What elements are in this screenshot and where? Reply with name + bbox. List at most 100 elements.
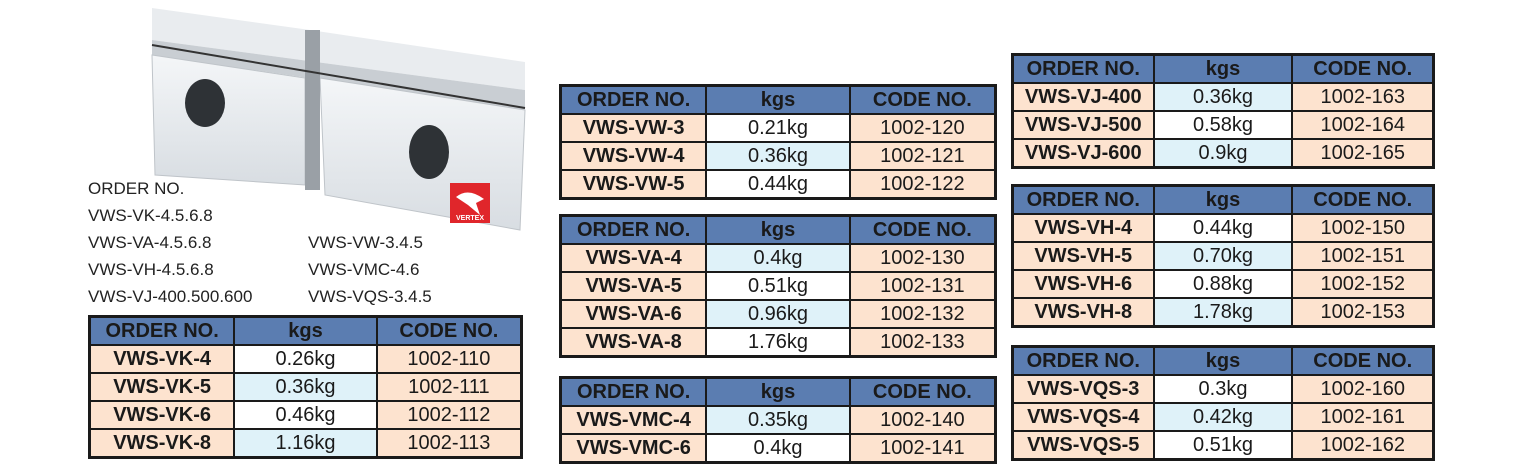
column-header: CODE NO. — [1291, 53, 1435, 84]
column-header: ORDER NO. — [88, 315, 236, 346]
table-row: VWS-VQS-4 0.42kg 1002-161 — [1011, 402, 1435, 432]
table-row: VWS-VK-8 1.16kg 1002-113 — [88, 428, 523, 459]
order-list-heading: ORDER NO. — [88, 179, 185, 198]
table-header-row: ORDER NO. kgs CODE NO. — [1011, 345, 1435, 376]
order-list-item: VWS-VJ-400.500.600 — [88, 287, 253, 306]
order-no-cell: VWS-VK-6 — [88, 400, 236, 430]
svg-text:VERTEX: VERTEX — [456, 215, 484, 222]
order-no-cell: VWS-VH-5 — [1011, 241, 1155, 271]
order-list-item: VWS-VA-4.5.6.8 — [88, 233, 212, 252]
table-row: VWS-VMC-6 0.4kg 1002-141 — [559, 433, 997, 464]
code-no-cell: 1002-130 — [848, 243, 997, 273]
code-no-cell: 1002-133 — [848, 327, 997, 358]
table-vqs: ORDER NO. kgs CODE NO. VWS-VQS-3 0.3kg 1002-1… — [1011, 345, 1435, 461]
order-no-cell: VWS-VA-8 — [559, 327, 708, 358]
order-list-item: VWS-VH-4.5.6.8 — [88, 260, 214, 279]
table-row: VWS-VK-4 0.26kg 1002-110 — [88, 344, 523, 374]
table-header-row: ORDER NO. kgs CODE NO. — [1011, 184, 1435, 215]
code-no-cell: 1002-121 — [848, 141, 997, 171]
code-no-cell: 1002-153 — [1291, 297, 1435, 328]
vise-jaw-product-image: VERTEX — [151, 8, 526, 231]
order-list-item: VWS-VW-3.4.5 — [308, 233, 423, 252]
table-row: VWS-VH-6 0.88kg 1002-152 — [1011, 269, 1435, 299]
table-row: VWS-VA-8 1.76kg 1002-133 — [559, 327, 997, 358]
order-list-item: VWS-VK-4.5.6.8 — [88, 206, 213, 225]
code-no-cell: 1002-141 — [848, 433, 997, 464]
weight-cell: 1.78kg — [1152, 297, 1294, 328]
code-no-cell: 1002-120 — [848, 113, 997, 143]
code-no-cell: 1002-140 — [848, 405, 997, 435]
order-no-cell: VWS-VH-6 — [1011, 269, 1155, 299]
order-no-cell: VWS-VA-6 — [559, 299, 708, 329]
weight-cell: 1.16kg — [233, 428, 378, 459]
table-header-row: ORDER NO. kgs CODE NO. — [559, 214, 997, 245]
weight-cell: 0.44kg — [705, 169, 851, 200]
table-row: VWS-VW-4 0.36kg 1002-121 — [559, 141, 997, 171]
code-no-cell: 1002-163 — [1291, 82, 1435, 112]
order-no-cell: VWS-VJ-500 — [1011, 110, 1155, 140]
order-list-item: VWS-VMC-4.6 — [308, 260, 420, 279]
weight-cell: 0.36kg — [1152, 82, 1294, 112]
table-row: VWS-VJ-400 0.36kg 1002-163 — [1011, 82, 1435, 112]
order-list-item: VWS-VQS-3.4.5 — [308, 287, 432, 306]
code-no-cell: 1002-113 — [375, 428, 523, 459]
table-row: VWS-VK-5 0.36kg 1002-111 — [88, 372, 523, 402]
table-row: VWS-VW-5 0.44kg 1002-122 — [559, 169, 997, 200]
table-header-row: ORDER NO. kgs CODE NO. — [559, 84, 997, 115]
column-header: CODE NO. — [1291, 345, 1435, 376]
column-header: kgs — [1152, 53, 1294, 84]
weight-cell: 0.51kg — [1152, 430, 1294, 461]
order-no-cell: VWS-VW-5 — [559, 169, 708, 200]
order-list-right: VWS-VW-3.4.5 VWS-VMC-4.6 VWS-VQS-3.4.5 — [308, 229, 432, 310]
weight-cell: 0.44kg — [1152, 213, 1294, 243]
code-no-cell: 1002-161 — [1291, 402, 1435, 432]
weight-cell: 0.58kg — [1152, 110, 1294, 140]
code-no-cell: 1002-150 — [1291, 213, 1435, 243]
column-header: ORDER NO. — [1011, 53, 1155, 84]
code-no-cell: 1002-151 — [1291, 241, 1435, 271]
code-no-cell: 1002-111 — [375, 372, 523, 402]
weight-cell: 0.96kg — [705, 299, 851, 329]
code-no-cell: 1002-110 — [375, 344, 523, 374]
table-row: VWS-VQS-5 0.51kg 1002-162 — [1011, 430, 1435, 461]
order-list-left: ORDER NO. VWS-VK-4.5.6.8 VWS-VA-4.5.6.8 … — [88, 175, 252, 310]
table-row: VWS-VK-6 0.46kg 1002-112 — [88, 400, 523, 430]
order-no-cell: VWS-VA-5 — [559, 271, 708, 301]
code-no-cell: 1002-160 — [1291, 374, 1435, 404]
order-no-cell: VWS-VK-4 — [88, 344, 236, 374]
order-no-cell: VWS-VH-4 — [1011, 213, 1155, 243]
table-row: VWS-VA-4 0.4kg 1002-130 — [559, 243, 997, 273]
column-header: ORDER NO. — [1011, 345, 1155, 376]
table-header-row: ORDER NO. kgs CODE NO. — [88, 315, 523, 346]
column-header: CODE NO. — [848, 84, 997, 115]
weight-cell: 0.3kg — [1152, 374, 1294, 404]
column-header: ORDER NO. — [559, 214, 708, 245]
column-header: CODE NO. — [848, 376, 997, 407]
table-row: VWS-VH-8 1.78kg 1002-153 — [1011, 297, 1435, 328]
column-header: CODE NO. — [1291, 184, 1435, 215]
order-no-cell: VWS-VMC-6 — [559, 433, 708, 464]
table-row: VWS-VJ-500 0.58kg 1002-164 — [1011, 110, 1435, 140]
table-vh: ORDER NO. kgs CODE NO. VWS-VH-4 0.44kg 1002-1… — [1011, 184, 1435, 328]
code-no-cell: 1002-131 — [848, 271, 997, 301]
weight-cell: 0.51kg — [705, 271, 851, 301]
table-row: VWS-VH-4 0.44kg 1002-150 — [1011, 213, 1435, 243]
weight-cell: 0.36kg — [233, 372, 378, 402]
order-no-cell: VWS-VJ-600 — [1011, 138, 1155, 169]
order-no-cell: VWS-VH-8 — [1011, 297, 1155, 328]
table-header-row: ORDER NO. kgs CODE NO. — [559, 376, 997, 407]
order-no-cell: VWS-VA-4 — [559, 243, 708, 273]
table-vmc: ORDER NO. kgs CODE NO. VWS-VMC-4 0.35kg 1002-… — [559, 376, 997, 464]
order-no-cell: VWS-VK-5 — [88, 372, 236, 402]
code-no-cell: 1002-162 — [1291, 430, 1435, 461]
column-header: kgs — [705, 214, 851, 245]
order-no-cell: VWS-VQS-4 — [1011, 402, 1155, 432]
column-header: CODE NO. — [375, 315, 523, 346]
column-header: ORDER NO. — [559, 84, 708, 115]
weight-cell: 0.42kg — [1152, 402, 1294, 432]
vertex-logo: VERTEX — [450, 183, 490, 223]
table-row: VWS-VW-3 0.21kg 1002-120 — [559, 113, 997, 143]
table-row: VWS-VA-5 0.51kg 1002-131 — [559, 271, 997, 301]
code-no-cell: 1002-165 — [1291, 138, 1435, 169]
